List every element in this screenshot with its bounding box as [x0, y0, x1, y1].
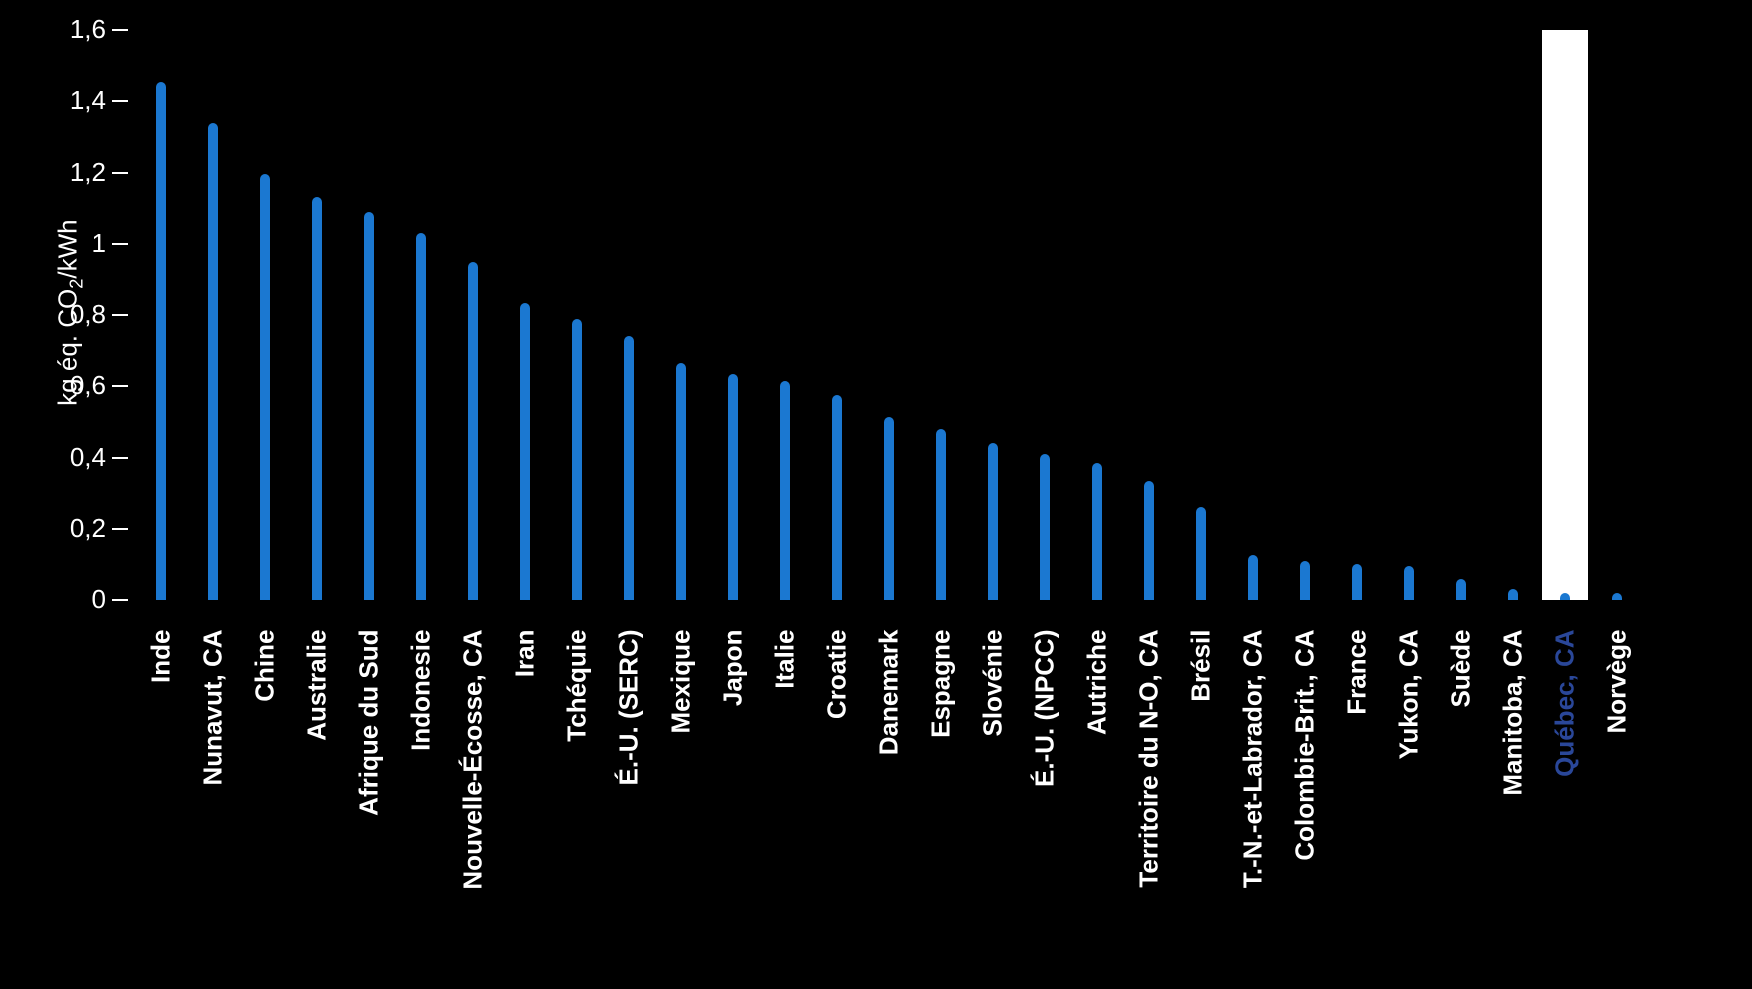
x-axis-label: Australie: [302, 630, 333, 989]
x-axis-label: Slovénie: [978, 630, 1009, 989]
y-tick-mark: [112, 243, 128, 245]
x-axis-label: T.-N.-et-Labrador, CA: [1238, 630, 1269, 989]
y-tick-mark: [112, 29, 128, 31]
bar: [988, 443, 998, 600]
x-axis-label: Indonesie: [406, 630, 437, 989]
x-axis-label: Iran: [510, 630, 541, 989]
x-axis-label: É.-U. (SERC): [614, 630, 645, 989]
x-axis-label: Norvège: [1602, 630, 1633, 989]
x-axis-label: Afrique du Sud: [354, 630, 385, 989]
y-tick-label: 1,2: [46, 157, 106, 188]
bar: [1612, 593, 1622, 600]
x-axis-label: Croatie: [822, 630, 853, 989]
plot-area: [143, 30, 1723, 600]
x-axis-label: Yukon, CA: [1394, 630, 1425, 989]
y-tick-label: 1,6: [46, 14, 106, 45]
bar: [468, 262, 478, 600]
y-tick-mark: [112, 385, 128, 387]
bar: [676, 363, 686, 600]
x-axis-label: Suède: [1446, 630, 1477, 989]
bar: [312, 197, 322, 600]
y-tick-label: 1: [46, 228, 106, 259]
y-tick-label: 0,6: [46, 370, 106, 401]
co2-bar-chart: kg éq. CO2/kWh 00,20,40,60,811,21,41,6 I…: [0, 0, 1752, 989]
bar: [260, 174, 270, 600]
bar: [208, 123, 218, 600]
bar: [832, 395, 842, 600]
y-tick-label: 1,4: [46, 85, 106, 116]
bar: [364, 212, 374, 600]
y-tick-label: 0,2: [46, 513, 106, 544]
bar: [156, 82, 166, 600]
bar: [416, 233, 426, 600]
y-tick-mark: [112, 100, 128, 102]
y-tick-label: 0,4: [46, 442, 106, 473]
x-axis-label: Chine: [250, 630, 281, 989]
x-axis-label: Espagne: [926, 630, 957, 989]
x-axis-label: Nouvelle-Écosse, CA: [458, 630, 489, 989]
x-axis-label: France: [1342, 630, 1373, 989]
x-axis-label: Italie: [770, 630, 801, 989]
bar: [572, 319, 582, 600]
bar: [1248, 555, 1258, 600]
x-axis-label: Inde: [146, 630, 177, 989]
y-tick-mark: [112, 599, 128, 601]
x-axis-label: É.-U. (NPCC): [1030, 630, 1061, 989]
y-tick-mark: [112, 528, 128, 530]
x-axis-label: Colombie-Brit., CA: [1290, 630, 1321, 989]
bar: [1560, 593, 1570, 600]
bar: [728, 374, 738, 600]
bar: [1144, 481, 1154, 600]
bar: [1040, 454, 1050, 600]
x-axis-label: Québec, CA: [1550, 630, 1581, 989]
y-tick-mark: [112, 172, 128, 174]
bar: [1404, 566, 1414, 600]
x-axis-label: Tchéquie: [562, 630, 593, 989]
x-axis-label: Mexique: [666, 630, 697, 989]
bar: [780, 381, 790, 600]
highlight-column: [1542, 30, 1588, 600]
y-tick-label: 0,8: [46, 299, 106, 330]
bar: [520, 303, 530, 600]
bar: [1352, 564, 1362, 600]
bar: [1456, 579, 1466, 600]
bar: [884, 417, 894, 600]
bar: [1196, 507, 1206, 600]
y-tick-mark: [112, 314, 128, 316]
x-axis-label: Brésil: [1186, 630, 1217, 989]
bar: [1300, 561, 1310, 600]
x-axis-label: Manitoba, CA: [1498, 630, 1529, 989]
x-axis-label: Nunavut, CA: [198, 630, 229, 989]
x-axis-label: Autriche: [1082, 630, 1113, 989]
bar: [624, 336, 634, 600]
x-axis-label: Japon: [718, 630, 749, 989]
y-tick-mark: [112, 457, 128, 459]
y-tick-label: 0: [46, 584, 106, 615]
bar: [1508, 589, 1518, 600]
x-axis-label: Territoire du N-O, CA: [1134, 630, 1165, 989]
x-axis-label: Danemark: [874, 630, 905, 989]
bar: [1092, 463, 1102, 600]
bar: [936, 429, 946, 600]
